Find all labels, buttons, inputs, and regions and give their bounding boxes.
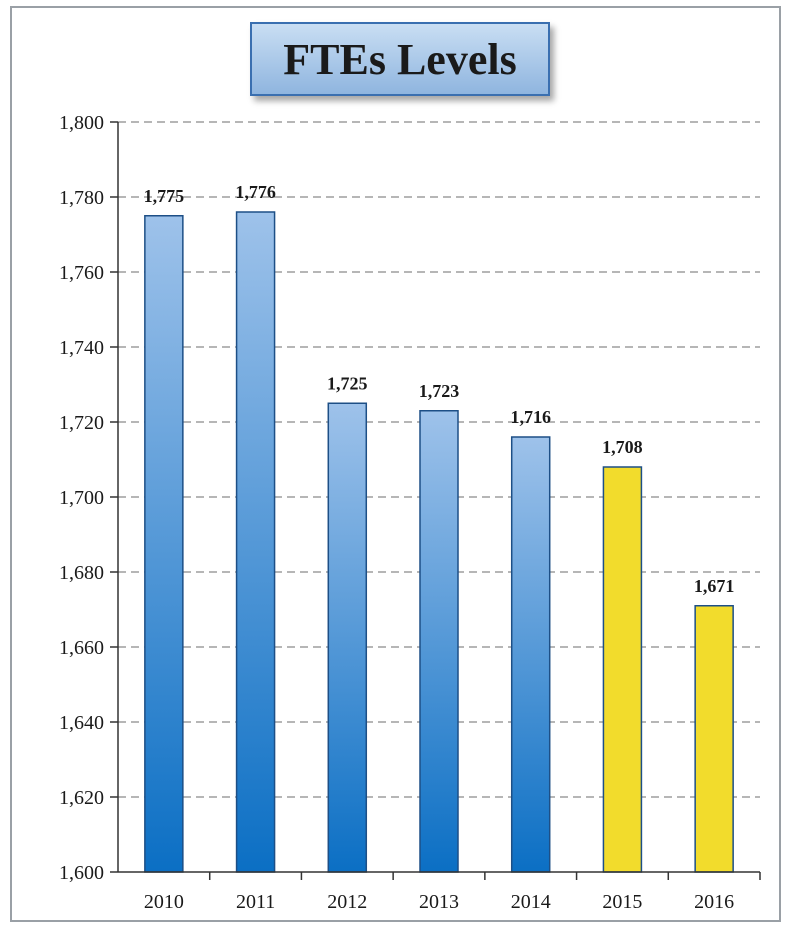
chart-frame <box>10 6 781 922</box>
bar-2011 <box>235 211 276 873</box>
y-tick-label: 1,620 <box>59 787 104 809</box>
data-label-2016: 1,671 <box>694 576 735 596</box>
bar-2012 <box>327 402 368 873</box>
y-tick-label: 1,660 <box>59 637 104 659</box>
data-label-2013: 1,723 <box>419 381 460 401</box>
x-tick-label-2015: 2015 <box>602 891 642 913</box>
y-tick-label: 1,740 <box>59 337 104 359</box>
y-tick-label: 1,800 <box>59 112 104 134</box>
bar-2014 <box>510 436 551 873</box>
x-tick-label-2013: 2013 <box>419 891 459 913</box>
x-tick-label-2014: 2014 <box>511 891 551 913</box>
x-tick-label-2010: 2010 <box>144 891 184 913</box>
data-label-2014: 1,716 <box>510 407 551 427</box>
y-tick-label: 1,700 <box>59 487 104 509</box>
bar-2015 <box>602 466 643 873</box>
data-label-2010: 1,775 <box>144 186 185 206</box>
y-tick-label: 1,680 <box>59 562 104 584</box>
x-tick-label-2011: 2011 <box>236 891 275 913</box>
y-tick-label: 1,600 <box>59 862 104 884</box>
chart-title: FTEs Levels <box>283 34 517 84</box>
data-label-2015: 1,708 <box>602 437 643 457</box>
y-tick-label: 1,640 <box>59 712 104 734</box>
data-label-2011: 1,776 <box>235 182 276 202</box>
y-tick-label: 1,760 <box>59 262 104 284</box>
data-label-2012: 1,725 <box>327 373 368 393</box>
y-tick-label: 1,720 <box>59 412 104 434</box>
y-tick-label: 1,780 <box>59 187 104 209</box>
x-tick-label-2016: 2016 <box>694 891 734 913</box>
bar-2013 <box>419 410 459 873</box>
chart-title-box: FTEs Levels <box>250 22 550 96</box>
x-tick-label-2012: 2012 <box>327 891 367 913</box>
bar-2016 <box>694 605 734 873</box>
bar-2010 <box>144 215 184 873</box>
